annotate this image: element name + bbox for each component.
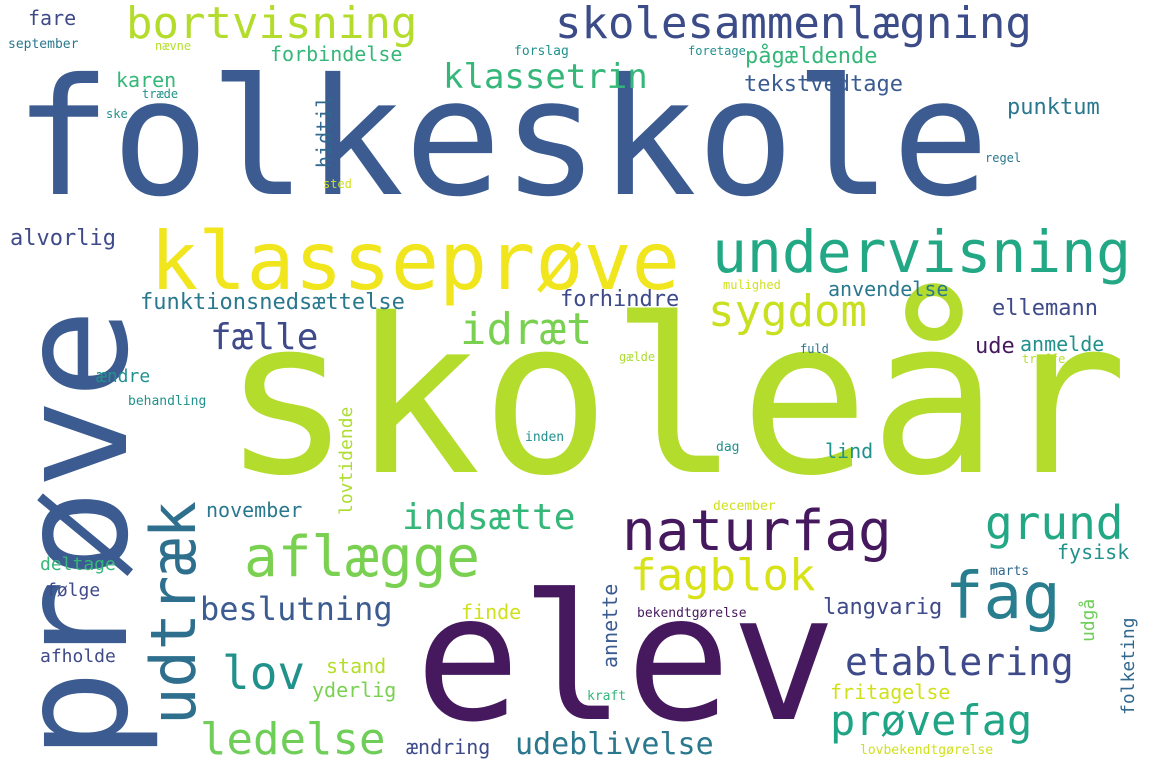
word-faelle: fælle bbox=[210, 317, 319, 358]
word-fysisk: fysisk bbox=[1057, 540, 1130, 564]
word-anmelde: anmelde bbox=[1020, 332, 1105, 356]
word-kraft: kraft bbox=[587, 689, 627, 704]
word-november: november bbox=[206, 498, 303, 522]
word-naturfag: naturfag bbox=[622, 499, 892, 564]
word-hidtil: hidtil bbox=[312, 95, 336, 168]
word-regel: regel bbox=[985, 151, 1022, 165]
word-fagblok: fagblok bbox=[630, 550, 816, 601]
word-fuld: fuld bbox=[800, 342, 829, 356]
word-folketing: folketing bbox=[1118, 617, 1139, 715]
word-idraet: idræt bbox=[460, 304, 593, 355]
word-inden: inden bbox=[525, 430, 565, 445]
word-deltage: deltage bbox=[40, 554, 116, 575]
word-aendring: ændring bbox=[406, 735, 491, 759]
word-skolesammenlaegning: skolesammenlægning bbox=[555, 0, 1032, 49]
word-ske: ske bbox=[106, 107, 128, 121]
word-tekstvedtage: tekstvedtage bbox=[744, 72, 903, 97]
word-behandling: behandling bbox=[128, 394, 207, 409]
word-elev: elev bbox=[415, 558, 837, 761]
word-forhindre: forhindre bbox=[560, 287, 680, 312]
word-grund: grund bbox=[985, 496, 1124, 550]
word-naevne: nævne bbox=[155, 39, 192, 53]
word-afholde: afholde bbox=[40, 646, 116, 667]
word-traede: træde bbox=[142, 87, 179, 101]
word-langvarig: langvarig bbox=[823, 595, 943, 620]
word-beslutning: beslutning bbox=[200, 590, 393, 628]
word-indsaette: indsætte bbox=[402, 497, 576, 538]
word-udtraek: udtræk bbox=[137, 501, 210, 725]
word-udgaa: udgå bbox=[1078, 598, 1099, 642]
word-fag: fag bbox=[945, 560, 1061, 634]
word-funktionsnedsaettelse: funktionsnedsættelse bbox=[140, 290, 405, 315]
word-september: september bbox=[8, 37, 79, 52]
word-forslag: forslag bbox=[514, 44, 569, 59]
word-karen: karen bbox=[116, 68, 177, 92]
word-ledelse: ledelse bbox=[200, 714, 386, 765]
word-marts: marts bbox=[990, 564, 1030, 579]
word-bortvisning: bortvisning bbox=[126, 0, 418, 49]
word-fritagelse: fritagelse bbox=[830, 680, 951, 704]
word-yderlig: yderlig bbox=[312, 678, 397, 702]
word-lov: lov bbox=[222, 646, 306, 700]
word-gaelde: gælde bbox=[619, 350, 656, 364]
word-sted: sted bbox=[323, 177, 352, 191]
word-bekendtgoerelse: bekendtgørelse bbox=[637, 606, 747, 621]
word-fare: fare bbox=[28, 6, 77, 30]
word-annette: annette bbox=[598, 583, 622, 668]
word-mulighed: mulighed bbox=[723, 278, 781, 292]
word-lovtidende: lovtidende bbox=[336, 406, 357, 515]
word-ude: ude bbox=[975, 334, 1015, 359]
word-foelge: følge bbox=[46, 580, 101, 601]
word-dag: dag bbox=[716, 440, 740, 455]
word-aendre: ændre bbox=[96, 366, 151, 387]
word-klasseproeve: klasseprøve bbox=[150, 215, 680, 308]
word-finde: finde bbox=[461, 600, 522, 624]
word-lovbekendtgoerelse: lovbekendtgørelse bbox=[860, 743, 994, 758]
word-klassetrin: klassetrin bbox=[443, 57, 648, 97]
word-proevefag: prøvefag bbox=[830, 696, 1033, 745]
word-paagaeldende: pågældende bbox=[745, 44, 878, 69]
word-anvendelse: anvendelse bbox=[828, 277, 949, 301]
word-forbindelse: forbindelse bbox=[270, 42, 403, 66]
word-december: december bbox=[713, 499, 776, 514]
word-folkeskole: folkeskole bbox=[14, 45, 990, 233]
word-alvorlig: alvorlig bbox=[10, 226, 116, 251]
word-stand: stand bbox=[326, 654, 387, 678]
word-udeblivelse: udeblivelse bbox=[515, 727, 714, 762]
word-etablering: etablering bbox=[845, 640, 1074, 684]
word-traeffe: træffe bbox=[1022, 352, 1066, 366]
word-foretage: foretage bbox=[688, 44, 746, 58]
word-skoleaar: skoleår bbox=[222, 272, 1129, 523]
word-sygdom: sygdom bbox=[708, 286, 867, 337]
word-ellemann: ellemann bbox=[992, 296, 1098, 321]
word-punktum: punktum bbox=[1007, 95, 1100, 120]
word-undervisning: undervisning bbox=[712, 218, 1132, 286]
word-aflaegge: aflægge bbox=[244, 525, 481, 590]
word-lind: lind bbox=[825, 439, 874, 463]
